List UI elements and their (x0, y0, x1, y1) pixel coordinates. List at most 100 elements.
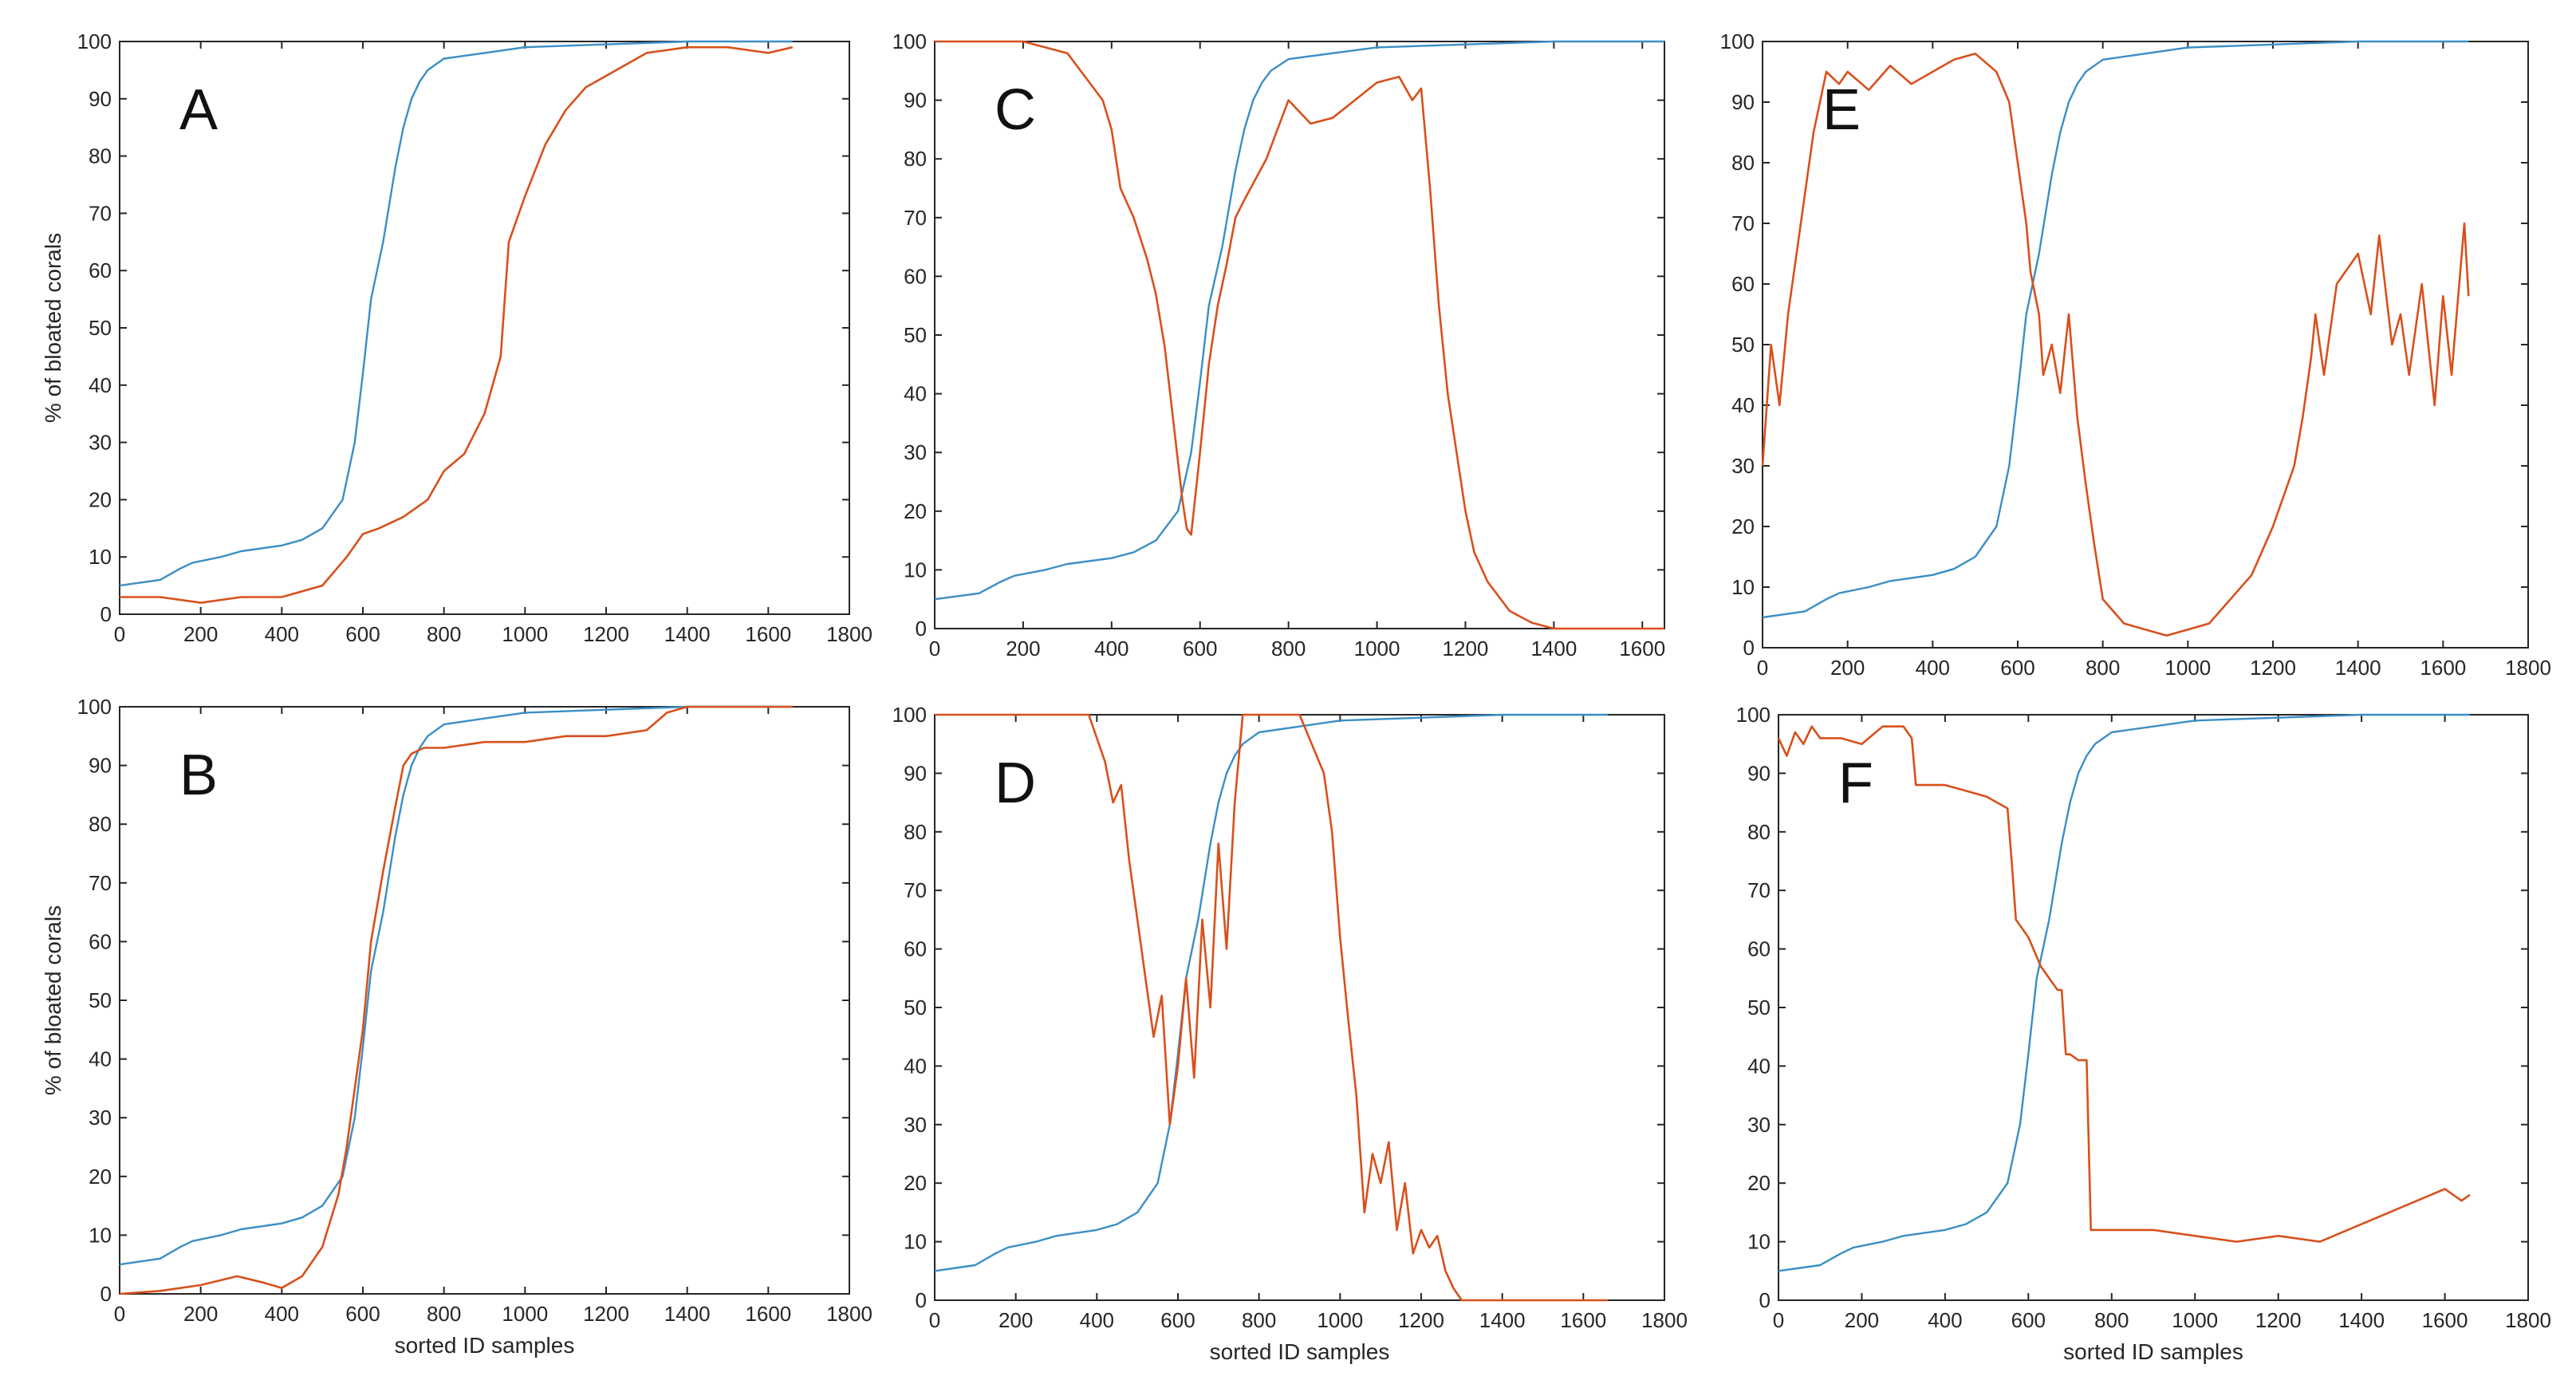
y-tick-label: 10 (89, 1223, 112, 1247)
y-tick-label: 90 (89, 87, 112, 111)
y-tick-label: 30 (1731, 454, 1755, 478)
y-tick-label: 20 (904, 1171, 927, 1195)
x-tick-label: 1200 (1398, 1308, 1444, 1332)
x-tick-label: 1800 (826, 1302, 872, 1326)
y-tick-label: 100 (892, 703, 927, 727)
panel-e: 0 200 400 600 800 1000 1200 1400 1600 1800 0 10 20 30… (1720, 30, 2551, 680)
plot-area-frame (934, 41, 1665, 629)
y-tick-label: 10 (904, 558, 927, 582)
y-tick-label: 10 (1731, 575, 1755, 599)
y-tick-label: 100 (1736, 703, 1771, 727)
y-tick-label: 50 (89, 988, 112, 1012)
y-tick-label: 70 (1731, 211, 1755, 235)
x-tick-label: 1200 (2250, 656, 2296, 680)
y-tick-label: 50 (904, 996, 927, 1019)
x-tick-label: 200 (998, 1308, 1033, 1332)
x-tick-label: 0 (114, 1302, 125, 1326)
y-tick-label: 70 (1747, 878, 1771, 902)
y-tick-label: 90 (904, 761, 927, 785)
y-tick-label: 90 (89, 754, 112, 778)
x-tick-label: 1600 (1619, 637, 1665, 660)
x-tick-label: 1200 (2255, 1308, 2302, 1332)
x-tick-label: 600 (1183, 637, 1217, 660)
y-tick-label: 50 (904, 323, 927, 347)
y-tick-label: 60 (89, 929, 112, 953)
y-tick-label: 70 (904, 878, 927, 902)
panel-f: 0 200 400 600 800 1000 1200 1400 1600 1800 0 10 20 30… (1736, 703, 2551, 1364)
series-line-cumulative (934, 40, 1664, 601)
y-tick-label: 90 (904, 89, 927, 112)
panel-letter: A (179, 78, 218, 142)
y-tick-label: 30 (89, 1106, 112, 1130)
y-tick-label: 70 (904, 206, 927, 230)
y-tick-label: 10 (1747, 1230, 1771, 1254)
y-tick-label: 30 (904, 440, 927, 464)
x-tick-label: 0 (929, 637, 940, 660)
y-tick-label: 60 (1747, 937, 1771, 961)
x-tick-label: 1200 (583, 622, 629, 646)
y-tick-label: 20 (904, 499, 927, 523)
y-tick-label: 0 (916, 617, 927, 641)
y-tick-label: 60 (904, 264, 927, 288)
y-tick-label: 60 (89, 258, 112, 282)
panel-letter: B (179, 743, 218, 807)
plot-area-frame (119, 41, 850, 615)
panel-letter: C (995, 78, 1036, 142)
y-tick-label: 0 (916, 1288, 927, 1312)
y-tick-label: 80 (1731, 151, 1755, 175)
x-tick-label: 0 (929, 1308, 940, 1332)
y-tick-label: 0 (1759, 1288, 1771, 1312)
x-axis-label: sorted ID samples (395, 1333, 575, 1358)
x-tick-label: 800 (1271, 637, 1306, 660)
x-tick-label: 0 (1773, 1308, 1784, 1332)
y-tick-label: 20 (1731, 515, 1755, 538)
x-tick-label: 1400 (1479, 1308, 1526, 1332)
x-tick-label: 1600 (745, 1302, 791, 1326)
x-tick-label: 1000 (2164, 656, 2211, 680)
y-tick-label: 40 (1747, 1054, 1771, 1078)
y-tick-label: 100 (77, 30, 112, 53)
y-tick-label: 50 (1747, 996, 1771, 1019)
x-tick-label: 200 (1830, 656, 1865, 680)
x-axis-label: sorted ID samples (1210, 1339, 1390, 1364)
y-tick-label: 20 (89, 1165, 112, 1189)
y-tick-label: 60 (904, 937, 927, 961)
plot-area-frame (1778, 714, 2529, 1301)
panel-letter: E (1822, 78, 1861, 142)
x-tick-label: 1200 (583, 1302, 629, 1326)
x-tick-label: 400 (1928, 1308, 1962, 1332)
y-tick-label: 40 (89, 1047, 112, 1071)
series-line-cumulative (119, 705, 793, 1266)
y-axis-label: % of bloated corals (41, 905, 65, 1095)
y-tick-label: 90 (1747, 761, 1771, 785)
x-tick-label: 0 (1757, 656, 1768, 680)
x-tick-label: 600 (345, 1302, 380, 1326)
x-tick-label: 1400 (2338, 1308, 2385, 1332)
y-tick-label: 20 (89, 487, 112, 511)
y-axis-label: % of bloated corals (41, 233, 65, 423)
y-tick-label: 70 (89, 871, 112, 895)
x-tick-label: 800 (2094, 1308, 2129, 1332)
x-tick-label: 200 (183, 622, 218, 646)
y-tick-label: 80 (89, 812, 112, 836)
x-tick-label: 800 (2086, 656, 2120, 680)
y-tick-label: 50 (89, 316, 112, 340)
x-tick-label: 400 (1080, 1308, 1114, 1332)
x-tick-label: 0 (114, 622, 125, 646)
y-tick-label: 0 (100, 602, 112, 626)
series-line-cumulative (1778, 713, 2470, 1272)
y-tick-label: 20 (1747, 1171, 1771, 1195)
y-tick-label: 30 (1747, 1113, 1771, 1137)
y-tick-label: 40 (904, 382, 927, 406)
panel-a: 0 200 400 600 800 1000 1200 1400 1600 1800 0 10 20 30… (41, 30, 872, 646)
x-tick-label: 1400 (2335, 656, 2381, 680)
x-tick-label: 1600 (2422, 1308, 2468, 1332)
series-line-cumulative (934, 713, 1608, 1272)
y-tick-label: 40 (1731, 393, 1755, 417)
x-tick-label: 1800 (2505, 1308, 2551, 1332)
y-tick-label: 80 (904, 147, 927, 171)
x-tick-label: 1000 (1317, 1308, 1363, 1332)
x-tick-label: 1400 (664, 622, 711, 646)
y-tick-label: 50 (1731, 333, 1755, 357)
series-line-cumulative (119, 40, 793, 587)
